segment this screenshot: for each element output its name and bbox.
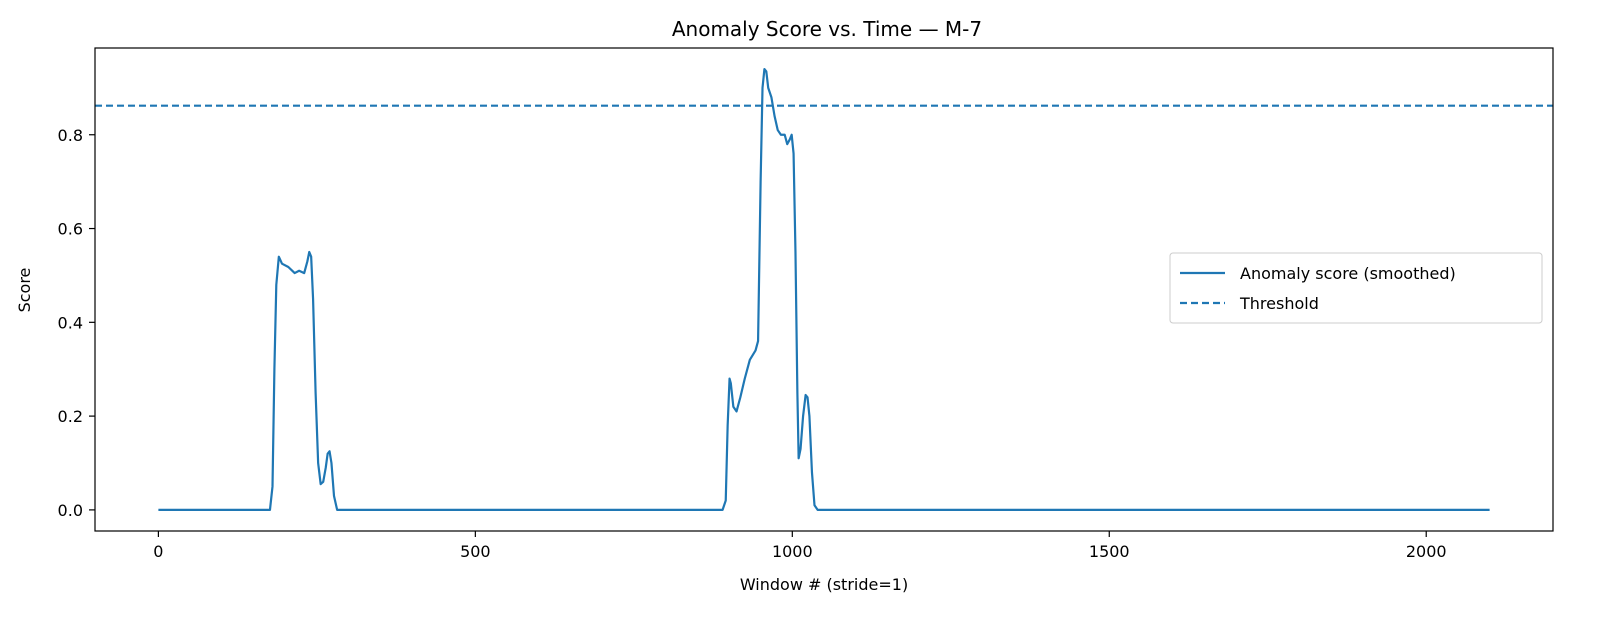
legend: Anomaly score (smoothed) Threshold bbox=[1169, 252, 1543, 324]
x-tick-label: 1500 bbox=[1089, 542, 1130, 561]
x-tick-label: 500 bbox=[460, 542, 491, 561]
x-tick-label: 2000 bbox=[1406, 542, 1447, 561]
y-tick-label: 0.0 bbox=[58, 501, 83, 520]
x-axis: 0 500 1000 1500 2000 bbox=[153, 531, 1447, 561]
x-tick-label: 1000 bbox=[772, 542, 813, 561]
legend-label-threshold: Threshold bbox=[1239, 294, 1319, 313]
y-tick-label: 0.2 bbox=[58, 407, 83, 426]
y-axis: 0.0 0.2 0.4 0.6 0.8 bbox=[58, 126, 95, 520]
y-tick-label: 0.4 bbox=[58, 313, 83, 332]
legend-box bbox=[1169, 252, 1543, 324]
chart-title: Anomaly Score vs. Time — M-7 bbox=[672, 17, 982, 41]
y-tick-label: 0.8 bbox=[58, 126, 83, 145]
plot-area bbox=[95, 68, 1553, 511]
axes-frame bbox=[94, 47, 1554, 532]
x-axis-label: Window # (stride=1) bbox=[740, 575, 908, 594]
y-tick-label: 0.6 bbox=[58, 220, 83, 239]
legend-label-anomaly-score: Anomaly score (smoothed) bbox=[1240, 264, 1456, 283]
y-axis-label: Score bbox=[15, 268, 34, 313]
x-tick-label: 0 bbox=[153, 542, 163, 561]
series-line-anomaly-score bbox=[158, 68, 1490, 511]
